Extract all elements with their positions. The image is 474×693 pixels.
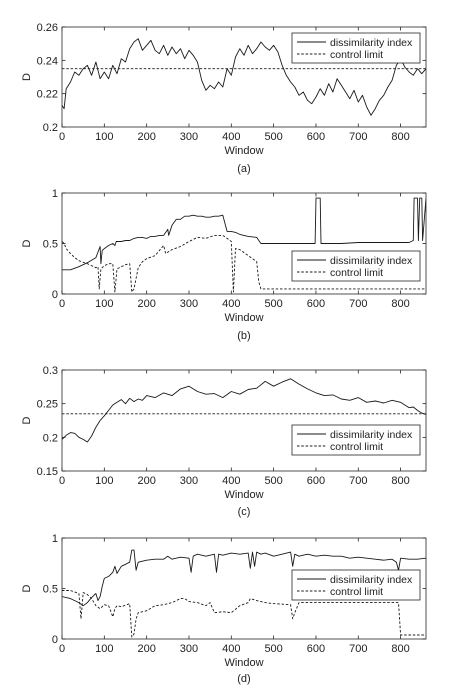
legend-entry: dissimilarity index [330,429,413,441]
x-tick-label: 200 [137,643,155,655]
plot-area [61,369,427,472]
legend-box [291,569,421,601]
panel-caption: (a) [237,163,250,175]
x-axis-label: Window [224,657,263,669]
x-tick-label: 300 [180,475,198,487]
x-tick-label: 600 [307,131,325,143]
x-tick-label: 100 [95,643,113,655]
y-tick-label: 0.26 [37,22,58,34]
control-limit-line [62,234,426,293]
x-tick-label: 600 [307,643,325,655]
legend-box [291,250,421,282]
legend-entry: control limit [330,267,383,279]
x-tick-label: 500 [264,475,282,487]
x-tick-label: 400 [222,643,240,655]
x-tick-label: 700 [349,643,367,655]
dissimilarity-index-line [62,378,426,443]
legend-box [291,424,421,456]
y-tick-label: 0.15 [37,466,58,478]
x-tick-label: 0 [59,643,65,655]
legend-entry: control limit [330,49,383,61]
x-tick-label: 300 [180,298,198,310]
legend-entry: dissimilarity index [330,37,413,49]
x-tick-label: 800 [391,298,409,310]
dissimilarity-index-line [62,38,426,116]
y-tick-label: 1 [52,533,58,545]
legend-entry: dissimilarity index [330,255,413,267]
legend-entry: dissimilarity index [330,574,413,586]
control-limit-line [62,590,426,638]
y-tick-label: 0.3 [43,365,58,377]
x-axis-label: Window [224,312,263,324]
y-tick-label: 0.24 [37,55,58,67]
y-axis-label: D [21,239,33,247]
y-tick-label: 0.5 [43,584,58,596]
x-tick-label: 100 [95,131,113,143]
x-axis-label: Window [224,489,263,501]
x-tick-label: 500 [264,298,282,310]
x-tick-label: 500 [264,643,282,655]
x-tick-label: 0 [59,131,65,143]
legend-entry: control limit [330,586,383,598]
x-tick-label: 400 [222,298,240,310]
x-tick-label: 500 [264,131,282,143]
panel-caption: (b) [237,330,250,342]
x-tick-label: 400 [222,475,240,487]
x-tick-label: 700 [349,298,367,310]
series-group [62,38,426,116]
x-tick-label: 300 [180,131,198,143]
chart-panel-a: 0 100 200 300 400 500 600 700 800 0.2 0.22 0.24 0.26… [21,22,427,175]
x-tick-label: 100 [95,475,113,487]
dissimilarity-index-line [62,197,426,271]
x-tick-label: 600 [307,475,325,487]
x-tick-label: 100 [95,298,113,310]
y-tick-label: 0 [52,289,58,301]
dissimilarity-index-line [62,549,426,607]
y-axis-label: D [21,73,33,81]
series-group [62,197,426,293]
chart-panel-b: 0 100 200 300 400 500 600 700 800 0 0.5 1 Window D (b)… [21,188,427,342]
x-tick-label: 0 [59,298,65,310]
y-tick-label: 1 [52,188,58,200]
legend-entry: control limit [330,441,383,453]
x-tick-label: 400 [222,131,240,143]
y-tick-label: 0.25 [37,399,58,411]
series-group [62,378,426,443]
x-tick-label: 200 [137,131,155,143]
panel-caption: (d) [237,673,250,685]
legend-box [291,32,421,64]
x-tick-label: 800 [391,475,409,487]
y-tick-label: 0 [52,634,58,646]
panel-caption: (c) [238,506,251,518]
x-tick-label: 700 [349,475,367,487]
x-tick-label: 0 [59,475,65,487]
x-tick-label: 200 [137,298,155,310]
y-tick-label: 0.2 [43,432,58,444]
x-tick-label: 700 [349,131,367,143]
chart-panel-c: 0 100 200 300 400 500 600 700 800 0.15 0.2 0.25 0.3 W… [21,365,427,518]
y-axis-label: D [21,584,33,592]
chart-panel-d: 0 100 200 300 400 500 600 700 800 0 0.5 1 Window D (d)… [21,533,427,685]
x-tick-label: 600 [307,298,325,310]
x-tick-label: 800 [391,131,409,143]
series-group [62,549,426,638]
x-tick-label: 300 [180,643,198,655]
x-tick-label: 200 [137,475,155,487]
y-tick-label: 0.5 [43,239,58,251]
x-axis-label: Window [224,145,263,157]
y-tick-label: 0.22 [37,89,58,101]
y-axis-label: D [21,416,33,424]
x-tick-label: 800 [391,643,409,655]
y-tick-label: 0.2 [43,122,58,134]
